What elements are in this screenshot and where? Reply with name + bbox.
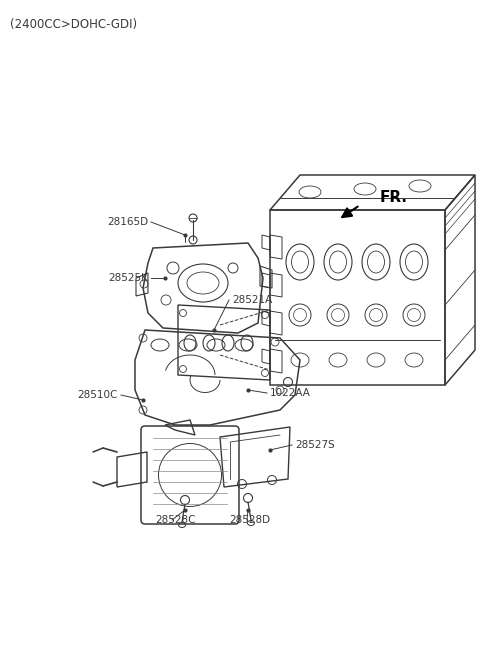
Text: 28525K: 28525K xyxy=(108,273,148,283)
Text: 28527S: 28527S xyxy=(295,440,335,450)
Text: 28510C: 28510C xyxy=(78,390,118,400)
Text: 1022AA: 1022AA xyxy=(270,388,311,398)
Text: 28528D: 28528D xyxy=(229,515,271,525)
Text: FR.: FR. xyxy=(380,191,408,206)
Text: 28528C: 28528C xyxy=(155,515,195,525)
Text: (2400CC>DOHC-GDI): (2400CC>DOHC-GDI) xyxy=(10,18,137,31)
Text: 28165D: 28165D xyxy=(107,217,148,227)
Text: 28521A: 28521A xyxy=(232,295,272,305)
